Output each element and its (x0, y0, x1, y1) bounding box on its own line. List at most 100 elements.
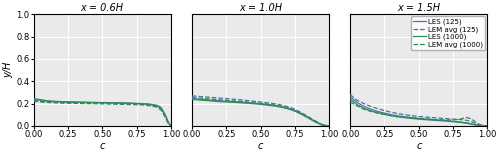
LES (1000) (165, 121, 171, 123)
LEM avg (1000) (147, 105, 153, 107)
LEM avg (1000) (278, 105, 284, 107)
Line: LES (125): LES (125) (192, 99, 329, 126)
LEM avg (125) (168, 125, 174, 127)
LEM avg (125) (388, 111, 394, 113)
LEM avg (1000) (72, 102, 78, 104)
LES (1000) (278, 106, 284, 108)
LES (125) (189, 98, 195, 99)
LEM avg (125) (38, 100, 44, 102)
LES (1000) (368, 110, 374, 112)
LEM avg (125) (223, 98, 229, 99)
LES (1000) (140, 103, 146, 105)
LES (1000) (162, 114, 168, 116)
LES (125) (306, 117, 312, 119)
LEM avg (1000) (430, 119, 436, 120)
LES (125) (30, 98, 36, 99)
LEM avg (1000) (216, 99, 222, 101)
LES (125) (230, 101, 236, 103)
LEM avg (125) (382, 110, 388, 111)
LES (125) (326, 125, 332, 127)
LES (125) (285, 107, 291, 109)
LES (1000) (464, 122, 470, 124)
LES (1000) (476, 125, 482, 126)
LEM avg (125) (354, 99, 360, 101)
LEM avg (125) (99, 102, 105, 104)
X-axis label: c: c (416, 141, 422, 150)
LES (1000) (202, 100, 208, 101)
LEM avg (125) (443, 118, 449, 120)
LEM avg (1000) (326, 125, 332, 127)
LES (1000) (450, 121, 456, 123)
LES (125) (271, 104, 277, 106)
LEM avg (1000) (202, 98, 208, 99)
LES (1000) (216, 101, 222, 103)
Line: LES (1000): LES (1000) (34, 99, 171, 126)
LEM avg (1000) (223, 99, 229, 101)
LEM avg (1000) (44, 102, 51, 103)
LEM avg (125) (162, 116, 168, 117)
LES (125) (436, 119, 442, 121)
LES (125) (298, 113, 304, 115)
LES (125) (38, 99, 44, 101)
Line: LES (1000): LES (1000) (350, 99, 488, 126)
LEM avg (1000) (158, 109, 164, 111)
LES (1000) (292, 110, 298, 112)
LES (125) (44, 100, 51, 102)
LEM avg (1000) (382, 114, 388, 116)
LES (1000) (484, 125, 490, 127)
LEM avg (1000) (476, 123, 482, 125)
LES (125) (196, 98, 202, 100)
LEM avg (125) (278, 104, 284, 106)
X-axis label: c: c (258, 141, 263, 150)
LEM avg (1000) (368, 111, 374, 112)
Line: LEM avg (125): LEM avg (125) (192, 96, 329, 126)
LEM avg (125) (480, 125, 486, 127)
LES (125) (278, 105, 284, 107)
LEM avg (125) (457, 119, 463, 120)
LEM avg (125) (140, 103, 146, 105)
LEM avg (125) (113, 103, 119, 105)
LEM avg (125) (285, 106, 291, 108)
LEM avg (1000) (312, 121, 318, 123)
LES (125) (99, 102, 105, 103)
LES (1000) (258, 103, 264, 105)
LES (1000) (230, 101, 236, 103)
LES (1000) (319, 124, 325, 126)
LES (1000) (416, 118, 422, 120)
LES (125) (450, 120, 456, 122)
LES (125) (464, 122, 470, 124)
LEM avg (1000) (484, 125, 490, 127)
LES (1000) (86, 102, 91, 103)
LEM avg (1000) (480, 125, 486, 127)
Y-axis label: y/H: y/H (4, 62, 14, 78)
LEM avg (125) (298, 112, 304, 114)
LEM avg (125) (361, 103, 367, 105)
LEM avg (1000) (361, 108, 367, 110)
LEM avg (125) (436, 117, 442, 119)
LES (1000) (382, 113, 388, 115)
LEM avg (125) (158, 108, 164, 110)
LEM avg (125) (312, 120, 318, 122)
LEM avg (1000) (436, 119, 442, 121)
LEM avg (125) (147, 104, 153, 106)
LEM avg (125) (230, 98, 236, 100)
Legend: LES (125), LEM avg (125), LES (1000), LEM avg (1000): LES (125), LEM avg (125), LES (1000), LE… (411, 16, 486, 50)
Line: LES (1000): LES (1000) (192, 99, 329, 126)
LEM avg (125) (30, 99, 36, 101)
LES (1000) (312, 121, 318, 123)
LEM avg (1000) (244, 101, 250, 103)
LEM avg (1000) (464, 117, 470, 119)
LEM avg (1000) (58, 102, 64, 104)
LEM avg (125) (319, 124, 325, 126)
Line: LEM avg (125): LEM avg (125) (350, 95, 488, 126)
Line: LES (125): LES (125) (34, 99, 171, 126)
LES (125) (319, 124, 325, 126)
LEM avg (125) (126, 103, 132, 105)
LES (1000) (388, 115, 394, 117)
LES (1000) (168, 125, 174, 127)
LES (125) (361, 105, 367, 107)
LES (125) (126, 102, 132, 104)
LEM avg (1000) (350, 103, 356, 105)
LES (125) (368, 108, 374, 110)
LEM avg (125) (472, 122, 478, 124)
